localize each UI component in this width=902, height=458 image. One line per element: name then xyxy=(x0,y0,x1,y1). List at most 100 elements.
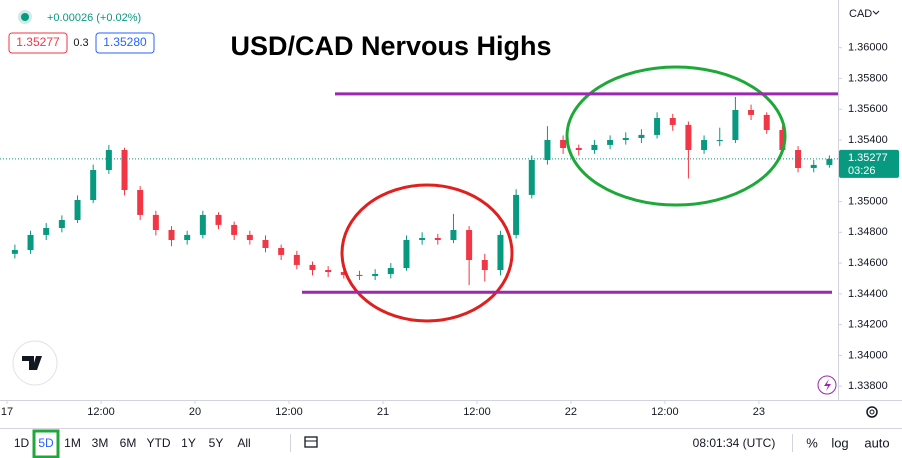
currency-caret[interactable] xyxy=(872,10,880,15)
candle-body xyxy=(105,150,112,170)
candle-body xyxy=(497,234,504,270)
y-tick-label: 1.36000 xyxy=(848,42,888,54)
tv-logo xyxy=(12,340,58,386)
candle-body xyxy=(560,140,567,148)
y-tick-label: 1.34000 xyxy=(848,349,888,361)
range-button[interactable]: 5Y xyxy=(209,436,224,450)
x-tick-label: 22 xyxy=(565,406,577,418)
y-tick-label: 1.34600 xyxy=(848,257,888,269)
candle-body xyxy=(58,220,65,228)
percent-toggle[interactable]: % xyxy=(806,435,818,450)
y-tick-label: 1.33800 xyxy=(848,380,888,392)
lightning-icon[interactable] xyxy=(817,375,837,395)
candle-body xyxy=(27,234,34,250)
candle-body xyxy=(325,270,332,272)
range-button[interactable]: 1M xyxy=(64,436,81,450)
toolbar: 1D 5D 1M 3M 6M YTD 1Y 5Y All xyxy=(14,429,251,458)
candle-body xyxy=(810,164,817,168)
candle-body xyxy=(575,148,582,150)
candle-body xyxy=(748,110,755,115)
chart-title: USD/CAD Nervous Highs xyxy=(230,31,551,61)
candle-body xyxy=(669,118,676,125)
last-price-label: 1.35277 xyxy=(848,152,888,164)
y-tick-label: 1.35600 xyxy=(848,103,888,115)
clock: 08:01:34 (UTC) xyxy=(693,436,776,450)
candle-body xyxy=(528,160,535,195)
candle-body xyxy=(74,200,81,220)
candle-body xyxy=(11,250,18,254)
candle-body xyxy=(450,230,457,240)
x-tick-label: 23 xyxy=(753,406,765,418)
range-button[interactable]: 5D xyxy=(38,436,54,450)
candle-body xyxy=(137,190,144,215)
range-button[interactable]: YTD xyxy=(147,436,171,450)
candle-body xyxy=(262,240,269,248)
candle-body xyxy=(779,130,786,150)
candle-body xyxy=(184,234,191,240)
y-tick-label: 1.35400 xyxy=(848,134,888,146)
range-button[interactable]: 1D xyxy=(14,436,30,450)
candle-body xyxy=(732,110,739,140)
y-tick-label: 1.34800 xyxy=(848,226,888,238)
candle-body xyxy=(278,248,285,255)
candle-body xyxy=(231,224,238,235)
range-button[interactable]: 6M xyxy=(120,436,137,450)
compare-icon[interactable] xyxy=(304,436,318,448)
candle-body xyxy=(513,194,520,235)
candle-body xyxy=(591,144,598,150)
last-price-box xyxy=(839,149,899,178)
candle-body xyxy=(309,264,316,270)
range-button[interactable]: All xyxy=(237,436,250,450)
candle-body xyxy=(654,118,661,135)
x-tick-label: 12:00 xyxy=(651,406,679,418)
candle-body xyxy=(356,274,363,276)
x-tick-label: 17 xyxy=(1,406,13,418)
change: +0.00026 (+0.02%) xyxy=(47,12,141,24)
spread: 0.3 xyxy=(73,37,88,49)
countdown: 03:26 xyxy=(848,165,876,177)
range-active-box[interactable] xyxy=(32,429,60,458)
candle-body xyxy=(121,150,128,190)
y-tick-label: 1.35000 xyxy=(848,195,888,207)
range-button[interactable]: 3M xyxy=(92,436,109,450)
candle-body xyxy=(419,238,426,240)
candle-body xyxy=(716,140,723,141)
green-ellipse xyxy=(565,65,787,207)
candle-body xyxy=(168,230,175,240)
candle-body xyxy=(826,158,833,165)
candle-body xyxy=(622,138,629,140)
ask[interactable]: 1.35280 xyxy=(103,35,147,49)
ask-box[interactable] xyxy=(95,32,155,54)
log-toggle[interactable]: log xyxy=(831,435,848,450)
candle-body xyxy=(434,238,441,240)
red-ellipse xyxy=(340,183,514,323)
settings-icon[interactable] xyxy=(866,406,878,418)
candle-body xyxy=(246,234,253,240)
candle-body xyxy=(466,230,473,260)
candle-body xyxy=(481,260,488,270)
candle-body xyxy=(293,254,300,265)
bid-box[interactable] xyxy=(8,32,68,54)
candle-body xyxy=(215,214,222,225)
range-button[interactable]: 1Y xyxy=(181,436,196,450)
candle-body xyxy=(387,268,394,274)
candle-body xyxy=(340,272,347,275)
bid[interactable]: 1.35277 xyxy=(16,35,60,49)
candle-body xyxy=(372,274,379,276)
candle-body xyxy=(43,228,50,235)
x-tick-label: 20 xyxy=(189,406,201,418)
x-tick-label: 12:00 xyxy=(463,406,491,418)
candle-body xyxy=(90,170,97,200)
status-dot xyxy=(21,13,29,21)
x-tick-label: 12:00 xyxy=(87,406,115,418)
candle-body xyxy=(199,214,206,235)
currency[interactable]: CAD xyxy=(849,8,872,20)
candle-body xyxy=(638,134,645,138)
candle-body xyxy=(685,124,692,150)
candle-body xyxy=(403,240,410,268)
auto-toggle[interactable]: auto xyxy=(864,435,889,450)
candle-body xyxy=(544,140,551,160)
status-halo xyxy=(18,10,32,24)
